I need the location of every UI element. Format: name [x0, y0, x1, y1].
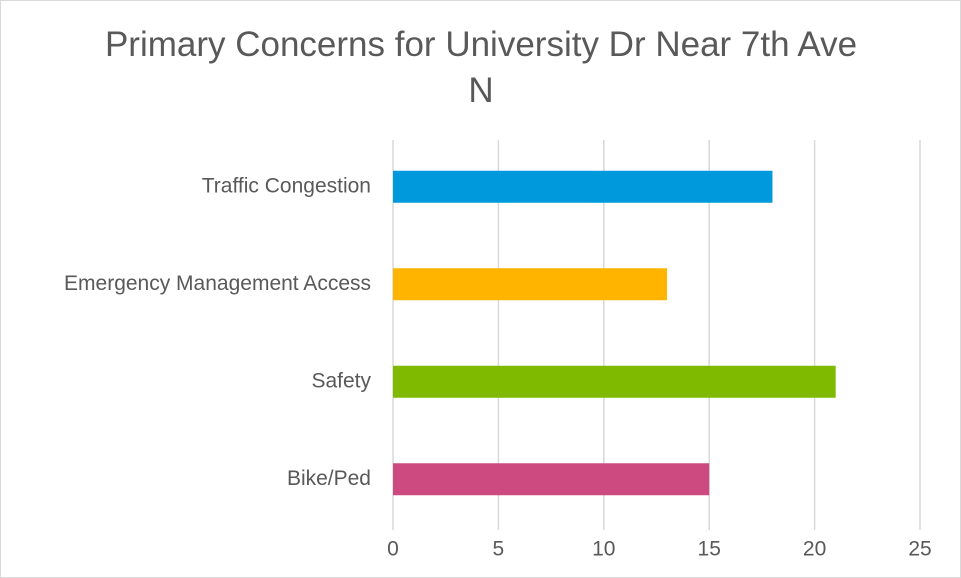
- y-tick-label: Bike/Ped: [287, 467, 371, 490]
- y-tick-label: Safety: [311, 369, 371, 392]
- x-tick-label: 0: [387, 538, 399, 561]
- x-tick-label: 15: [698, 538, 721, 561]
- chart-title: Primary Concerns for University Dr Near …: [104, 25, 858, 110]
- y-tick-label: Emergency Management Access: [64, 272, 371, 295]
- x-tick-label: 5: [493, 538, 505, 561]
- x-tick-label: 25: [908, 538, 931, 561]
- x-tick-label: 20: [803, 538, 826, 561]
- bar: [393, 268, 668, 301]
- bar: [393, 365, 836, 398]
- bar: [393, 170, 773, 203]
- y-tick-label: Traffic Congestion: [202, 174, 371, 197]
- bar: [393, 463, 710, 496]
- x-tick-label: 10: [592, 538, 615, 561]
